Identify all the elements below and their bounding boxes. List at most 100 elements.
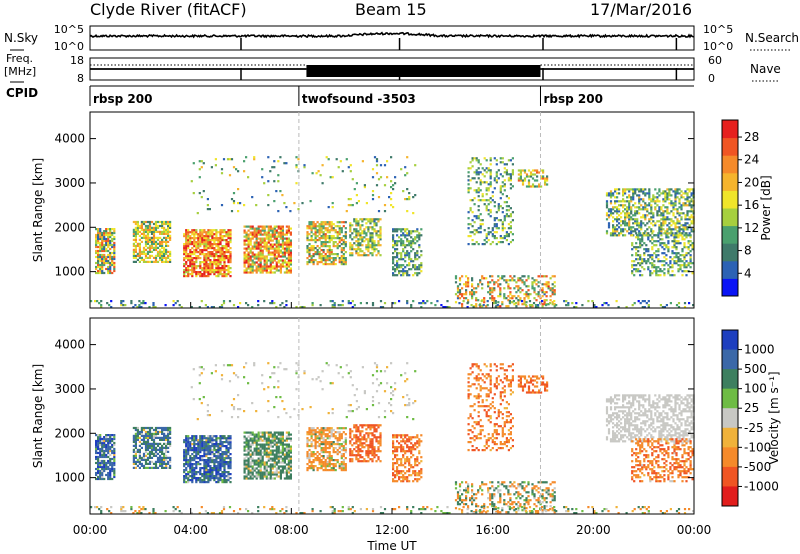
velocity-cell: [197, 463, 200, 466]
power-cell: [645, 260, 648, 263]
power-cell: [496, 304, 499, 307]
power-cell: [678, 222, 681, 225]
velocity-cell: [144, 440, 148, 443]
power-cell: [152, 256, 156, 259]
power-cell: [219, 273, 222, 276]
power-cell: [690, 194, 693, 197]
power-cell: [199, 251, 202, 254]
power-cell: [674, 222, 677, 225]
power-cell: [632, 204, 635, 207]
power-cell: [215, 275, 218, 278]
power-cell: [471, 157, 474, 160]
power-cell: [655, 244, 658, 247]
power-cell: [257, 229, 260, 232]
velocity-cell: [111, 463, 114, 467]
power-cell: [209, 269, 212, 272]
power-cell: [605, 218, 609, 221]
power-cell: [525, 301, 528, 304]
power-cell: [213, 269, 216, 272]
power-cell: [257, 267, 260, 270]
power-cell: [243, 170, 246, 173]
power-cell: [616, 216, 619, 219]
power-cell: [97, 237, 100, 241]
power-cell: [392, 260, 395, 263]
power-cell: [229, 275, 232, 278]
power-cell: [101, 257, 104, 261]
power-cell: [412, 264, 415, 267]
velocity-cell: [185, 443, 188, 446]
power-cell: [487, 283, 490, 286]
power-cell: [659, 260, 662, 263]
power-cell: [344, 231, 347, 234]
power-cell: [671, 240, 674, 243]
power-cell: [150, 236, 154, 239]
power-cell: [251, 265, 254, 268]
power-cell: [261, 249, 264, 252]
power-cell: [191, 231, 194, 234]
power-cell: [217, 269, 220, 272]
power-cell: [662, 224, 665, 227]
power-cell: [183, 263, 186, 266]
power-cell: [402, 228, 405, 231]
velocity-cell: [146, 426, 150, 430]
power-cell: [678, 192, 681, 195]
velocity-cell: [213, 465, 216, 468]
power-cell: [225, 251, 228, 254]
power-cell: [614, 230, 617, 233]
power-cell: [655, 272, 658, 275]
power-cell: [507, 205, 510, 208]
power-cell: [95, 251, 98, 255]
power-cell: [213, 247, 216, 250]
power-cell: [616, 220, 619, 223]
power-cell: [341, 170, 344, 173]
velocity-cell: [223, 479, 226, 482]
velocity-cell: [225, 439, 228, 442]
power-cell: [673, 262, 676, 265]
power-cell: [142, 300, 145, 303]
power-cell: [324, 223, 327, 226]
power-cell: [483, 157, 486, 160]
power-cell: [167, 244, 170, 247]
power-cell: [487, 199, 490, 202]
power-cell: [261, 271, 264, 274]
power-cell: [289, 249, 292, 252]
power-cell: [144, 244, 148, 247]
velocity-cell: [169, 464, 172, 467]
velocity-cell: [159, 458, 162, 461]
power-cell: [331, 206, 334, 209]
power-cell: [183, 243, 186, 246]
power-cell: [342, 221, 345, 224]
power-cell: [347, 302, 350, 305]
power-cell: [434, 304, 437, 307]
power-cell: [651, 254, 654, 257]
power-cell: [253, 263, 256, 266]
power-cell: [229, 271, 232, 274]
power-cell: [483, 243, 486, 246]
velocity-cell: [146, 440, 150, 443]
power-cell: [99, 231, 102, 235]
power-cell: [501, 157, 504, 160]
velocity-cell: [223, 477, 226, 480]
power-cell: [154, 256, 158, 259]
power-cell: [660, 212, 663, 215]
power-cell: [330, 251, 333, 254]
power-cell: [201, 241, 204, 244]
power-cell: [306, 225, 309, 228]
power-cell: [479, 183, 482, 186]
power-cell: [101, 245, 104, 249]
power-cell: [338, 229, 341, 232]
velocity-cell: [161, 464, 164, 467]
velocity-cell: [113, 434, 116, 437]
power-cell: [501, 301, 504, 304]
power-cbar-band-7: [722, 155, 738, 174]
velocity-cell: [144, 454, 148, 457]
power-cell: [489, 175, 492, 178]
velocity-cell: [219, 455, 222, 458]
power-cell: [326, 255, 329, 258]
power-cell: [287, 253, 290, 256]
power-cell: [269, 243, 272, 246]
power-cell: [471, 285, 474, 288]
power-cell: [359, 250, 362, 253]
velocity-cell: [203, 473, 206, 476]
velocity-cell: [225, 471, 228, 474]
